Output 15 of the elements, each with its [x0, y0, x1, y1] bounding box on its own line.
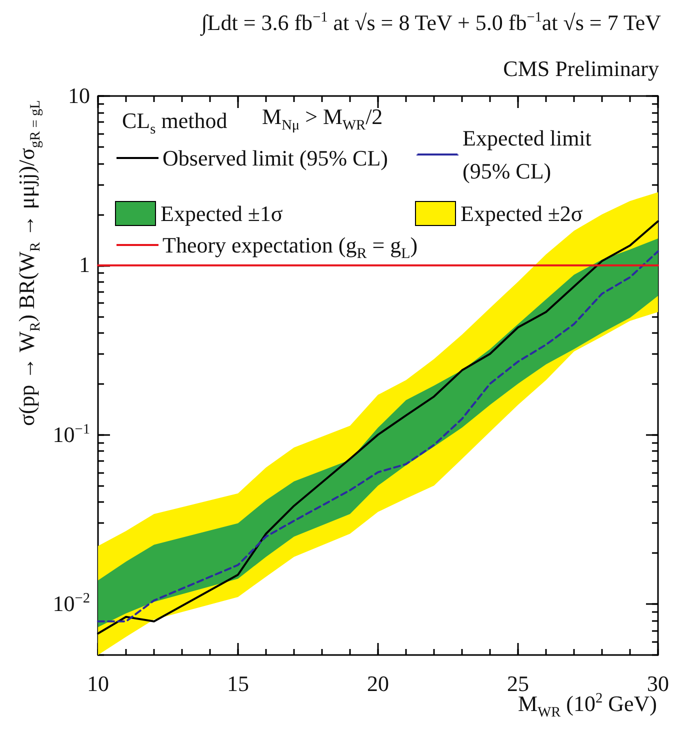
- y-tick-label: 10: [68, 83, 90, 110]
- chart-title: ∫Ldt = 3.6 fb$^{−1}$ at √s = 8 TeV + 5.0 fb$^{−1}$at √s = 7 TeV: [201, 10, 661, 36]
- y-tick-label: 1: [79, 252, 90, 279]
- y-tick-label: 10$^{−1}$: [52, 421, 90, 448]
- y-tick-label: 10$^{−2}$: [52, 590, 90, 618]
- x-tick-label: 20: [367, 671, 389, 696]
- x-tick-label: 15: [227, 671, 249, 696]
- annotation: M$_{Nμ}$ > M$_{WR}$/2: [262, 104, 383, 134]
- legend-label: Observed limit (95% CL): [162, 146, 388, 170]
- annotation: CL$_{s}$ method: [122, 108, 228, 138]
- legend-label: Expected limit (95% CL): [462, 126, 597, 184]
- chart-subtitle: CMS Preliminary: [503, 56, 659, 82]
- legend-label: Expected ±1σ: [160, 201, 283, 226]
- legend-label: Expected ±2σ: [460, 201, 583, 226]
- x-tick-label: 10: [87, 671, 109, 696]
